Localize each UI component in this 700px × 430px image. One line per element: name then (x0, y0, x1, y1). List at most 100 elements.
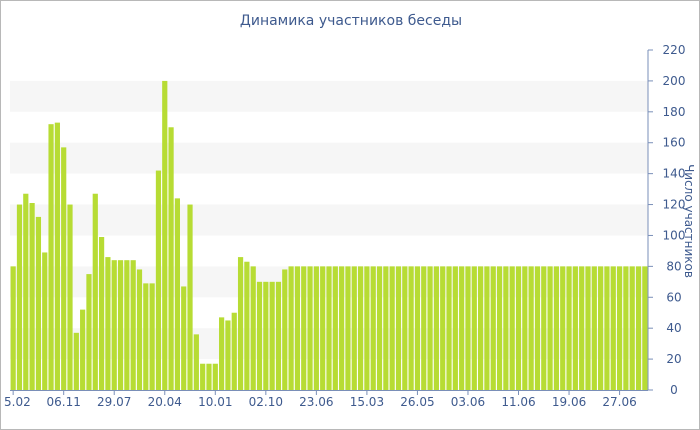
y-tick-label: 160 (663, 136, 686, 150)
bar (294, 266, 301, 390)
bar (313, 266, 319, 390)
bar (23, 193, 29, 390)
bar (231, 312, 237, 390)
x-tick-label: 15.03 (350, 395, 384, 409)
bar (326, 266, 332, 390)
x-tick-label: 10.01 (198, 395, 232, 409)
bar (269, 281, 275, 390)
bar (623, 266, 629, 390)
y-axis-label: Число участников (682, 164, 696, 278)
bar (402, 266, 408, 390)
bar (541, 266, 547, 390)
bar (206, 363, 212, 390)
bar (465, 266, 471, 390)
bar (395, 266, 402, 390)
bar (237, 257, 244, 390)
bar (459, 266, 465, 390)
bar (427, 266, 433, 390)
bar (370, 266, 376, 390)
y-tick-label: 60 (666, 290, 681, 304)
grid-band (10, 80, 648, 112)
bar (383, 266, 389, 390)
bar (225, 320, 231, 390)
x-tick-label: 29.07 (97, 395, 131, 409)
x-tick-label: 02.10 (249, 395, 283, 409)
bar (320, 266, 326, 390)
bar (376, 266, 383, 390)
bar (522, 266, 528, 390)
bar (421, 266, 427, 390)
bar (86, 274, 92, 390)
x-tick-label: 23.06 (299, 395, 333, 409)
bar (42, 252, 48, 390)
bar (212, 363, 218, 390)
bar (16, 204, 23, 390)
x-tick-label: 19.06 (552, 395, 586, 409)
x-tick-label: 11.06 (501, 395, 535, 409)
bar (250, 266, 256, 390)
bar (616, 266, 623, 390)
bar (572, 266, 578, 390)
bar (263, 281, 269, 390)
bar (143, 283, 149, 390)
bar (92, 193, 98, 390)
bar (528, 266, 534, 390)
bar (553, 266, 560, 390)
bar (484, 266, 490, 390)
bar (219, 317, 225, 390)
bar (414, 266, 421, 390)
bar (339, 266, 345, 390)
x-tick-label: 03.06 (451, 395, 485, 409)
bar (452, 266, 458, 390)
grid-band (10, 204, 648, 236)
bar (48, 124, 54, 390)
bar (10, 266, 16, 390)
grid-band (10, 142, 648, 174)
y-tick-label: 100 (663, 228, 686, 242)
bar (471, 266, 477, 390)
x-tick-label: 26.05 (400, 395, 434, 409)
bar (591, 266, 597, 390)
bar (130, 260, 136, 390)
bar (54, 122, 60, 391)
y-tick-label: 140 (663, 167, 686, 181)
y-tick-label: 180 (663, 105, 686, 119)
bar (566, 266, 572, 390)
bar (478, 266, 484, 390)
bar (174, 198, 180, 390)
bar (124, 260, 130, 390)
bar (67, 204, 73, 390)
bar (351, 266, 357, 390)
bar (111, 260, 117, 390)
bar (256, 281, 263, 390)
bar (585, 266, 591, 390)
bar (579, 266, 585, 390)
bar (149, 283, 155, 390)
bar (136, 269, 143, 390)
bar (357, 266, 364, 390)
y-tick-label: 80 (666, 259, 681, 273)
bar (187, 204, 193, 390)
bar (408, 266, 414, 390)
bar (503, 266, 509, 390)
bar (80, 309, 86, 390)
bar (168, 127, 174, 390)
y-tick-label: 40 (666, 321, 681, 335)
bar (440, 266, 446, 390)
bar (629, 266, 635, 390)
bar (29, 203, 35, 390)
bar (35, 216, 42, 390)
bar (433, 266, 439, 390)
x-tick-label: 5.02 (4, 395, 31, 409)
bar (534, 266, 541, 390)
x-tick-label: 20.04 (148, 395, 182, 409)
bar (364, 266, 370, 390)
bar (155, 170, 162, 390)
bar (98, 237, 105, 390)
bar (117, 260, 124, 390)
bar (642, 266, 648, 390)
bar (200, 363, 206, 390)
y-tick-label: 220 (663, 43, 686, 57)
